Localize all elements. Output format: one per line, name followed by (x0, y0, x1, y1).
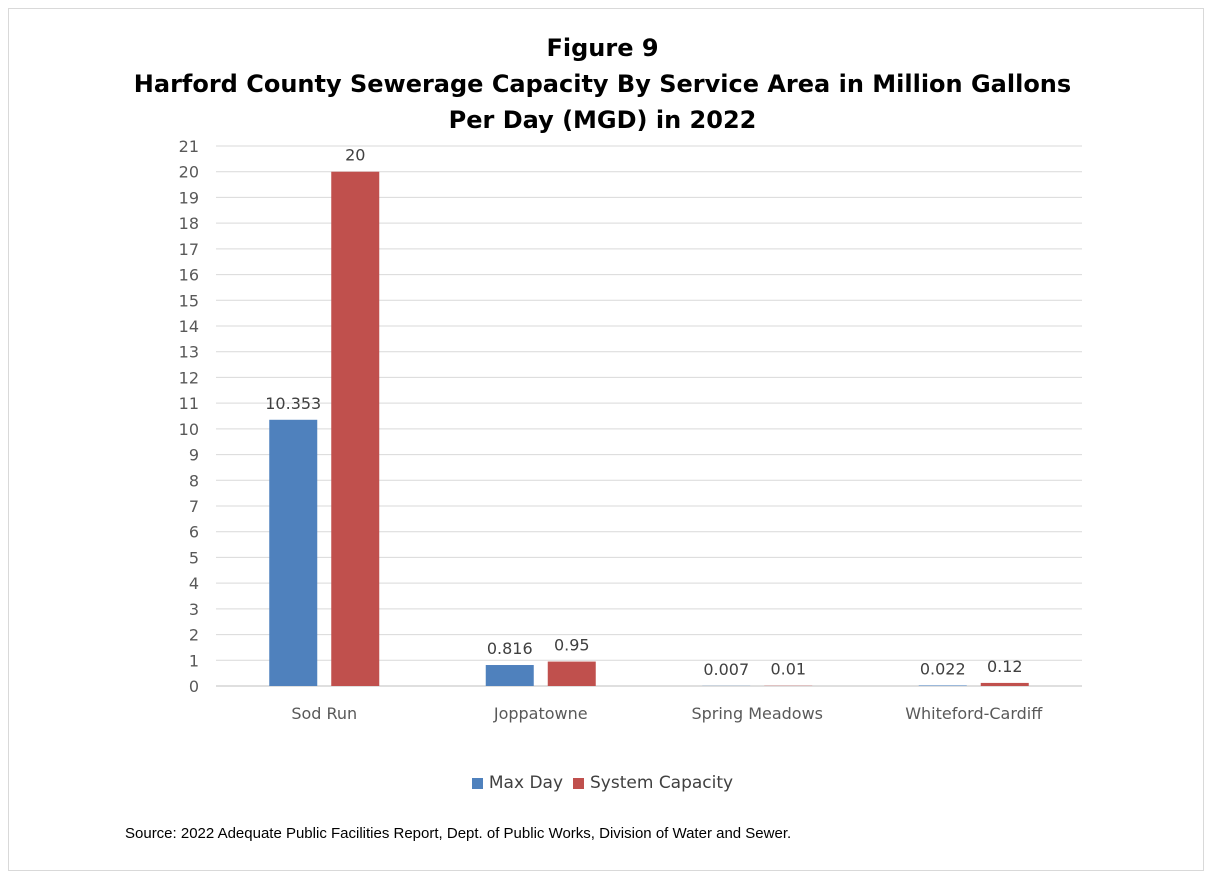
data-label: 10.353 (265, 394, 321, 413)
bar (980, 682, 1029, 686)
data-label: 0.022 (920, 659, 966, 678)
x-tick-label: Joppatowne (493, 704, 588, 723)
legend: Max Day System Capacity (0, 773, 1205, 793)
x-tick-label: Sod Run (291, 704, 357, 723)
y-tick-label: 19 (179, 188, 199, 207)
x-tick-label: Whiteford-Cardiff (905, 704, 1043, 723)
chart-title-line-2: Harford County Sewerage Capacity By Serv… (133, 70, 1072, 98)
y-tick-label: 13 (179, 343, 199, 362)
y-tick-label: 3 (189, 600, 199, 619)
y-tick-label: 16 (179, 266, 199, 285)
y-tick-label: 15 (179, 291, 199, 310)
bar (547, 661, 596, 686)
y-tick-label: 9 (189, 446, 199, 465)
y-tick-label: 18 (179, 214, 199, 233)
y-tick-label: 0 (189, 677, 199, 696)
chart-frame (8, 8, 1204, 871)
data-label: 0.12 (987, 657, 1023, 676)
data-label: 0.816 (487, 639, 533, 658)
y-tick-label: 2 (189, 626, 199, 645)
y-tick-label: 12 (179, 368, 199, 387)
legend-swatch-system-capacity (573, 777, 585, 789)
legend-item-max-day: Max Day (471, 773, 564, 793)
y-tick-label: 5 (189, 548, 199, 567)
y-tick-label: 7 (189, 497, 199, 516)
y-tick-label: 17 (179, 240, 199, 259)
y-tick-label: 21 (179, 137, 199, 156)
chart-title: Figure 9 Harford County Sewerage Capacit… (0, 30, 1205, 138)
bar (269, 419, 318, 686)
x-tick-label: Spring Meadows (691, 704, 823, 723)
legend-label-max-day: Max Day (488, 773, 564, 793)
y-tick-label: 20 (179, 163, 199, 182)
y-tick-label: 4 (189, 574, 199, 593)
chart-title-line-1: Figure 9 (546, 34, 659, 62)
data-label: 0.01 (770, 660, 806, 679)
bar (918, 685, 967, 686)
data-label: 20 (345, 146, 365, 165)
legend-swatch-max-day (471, 777, 483, 789)
y-tick-label: 10 (179, 420, 199, 439)
data-label: 0.95 (554, 636, 590, 655)
legend-item-system-capacity: System Capacity (573, 773, 733, 793)
data-label: 0.007 (703, 660, 749, 679)
y-tick-label: 1 (189, 651, 199, 670)
bar (485, 665, 534, 686)
legend-label-system-capacity: System Capacity (590, 773, 734, 793)
y-tick-label: 6 (189, 523, 199, 542)
chart-title-line-3: Per Day (MGD) in 2022 (448, 106, 757, 134)
source-note: Source: 2022 Adequate Public Facilities … (125, 825, 792, 842)
bar (331, 171, 380, 686)
y-tick-label: 14 (179, 317, 199, 336)
y-tick-label: 8 (189, 471, 199, 490)
y-tick-label: 11 (179, 394, 199, 413)
